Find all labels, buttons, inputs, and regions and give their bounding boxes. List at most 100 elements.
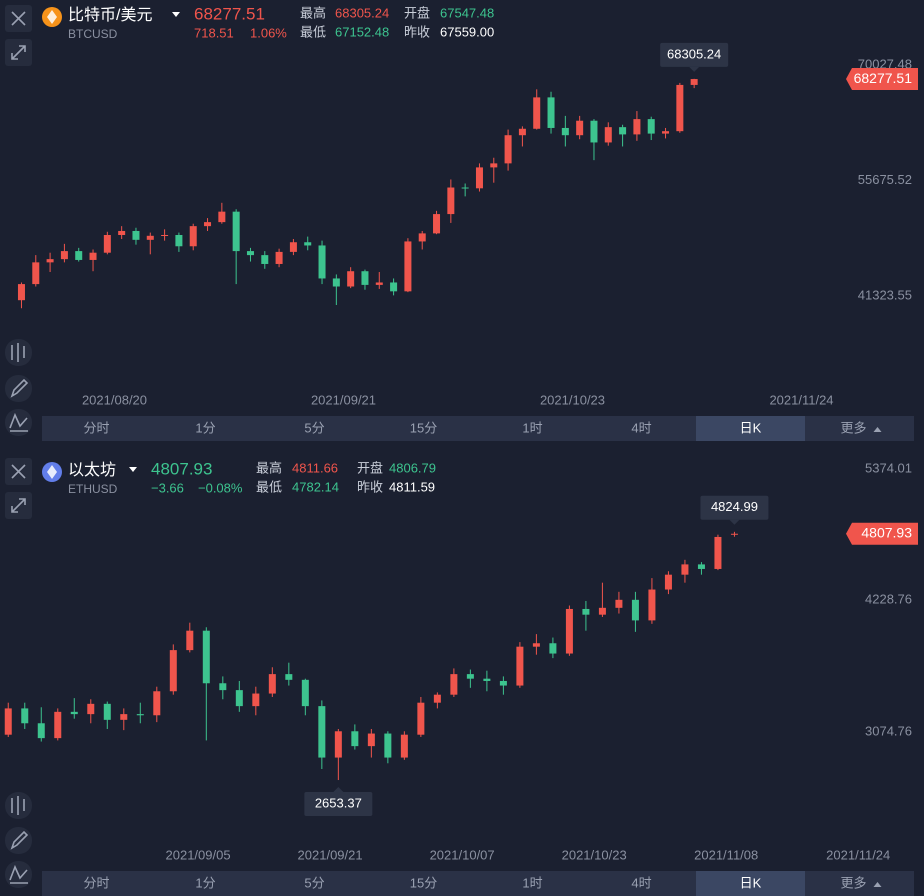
candle-body [690,79,698,85]
candle-body [304,242,312,246]
candle-body [132,230,140,240]
timeframe-tab[interactable]: 1时 [522,875,542,890]
candle-body [17,284,25,301]
timeframe-tab[interactable]: 分时 [83,420,109,435]
candle-body [417,702,425,735]
candle-body [516,646,524,686]
timeframe-tab[interactable]: 5分 [304,875,324,890]
label: 最高 [256,460,282,475]
expand-button[interactable] [5,39,32,66]
candle-body [246,251,254,256]
candle-body [136,714,144,716]
last-price: 68277.51 [194,4,265,23]
candle-body [582,608,590,615]
annotation-pointer [729,519,740,525]
candle-body [202,630,210,684]
candle-body [169,650,177,692]
candle-body [447,187,455,215]
timeframe-tab[interactable]: 日K [740,875,762,890]
timeframe-tab[interactable]: 1分 [195,420,215,435]
candle-body [232,211,240,252]
timeframe-tab[interactable]: 分时 [83,875,109,890]
timeframe-tab[interactable]: 日K [740,420,762,435]
candle-body [615,599,623,608]
draw-tool[interactable] [5,827,32,854]
label: 最高 [300,5,326,20]
last-price-tag-label: 68277.51 [854,70,913,86]
low-value: 4782.14 [292,479,339,494]
symbol-dropdown[interactable] [129,467,137,472]
label: 开盘 [404,5,430,20]
candle-body [103,703,111,720]
candle-body [301,679,309,707]
candle-body [87,703,95,715]
draw-tool[interactable] [5,375,32,402]
expand-button[interactable] [5,492,32,519]
candle-body [648,589,656,621]
candle-body [70,711,78,715]
chart-panel: 比特币/美元 BTCUSD 68277.51 718.51 1.06% 最高 68305.2… [17,4,918,441]
indicator-tool[interactable] [5,861,32,888]
timeframe-tab[interactable]: 5分 [304,420,324,435]
timeframe-tab[interactable]: 更多 [840,875,866,890]
annotation-label: 68305.24 [667,46,721,61]
candle-body [146,235,154,240]
open-value: 67547.48 [440,5,494,20]
x-tick-label: 2021/08/20 [82,392,147,407]
candle-body [404,241,412,292]
last-price: 4807.93 [151,459,212,478]
x-tick-label: 2021/09/21 [298,847,363,862]
candle-body [532,643,540,647]
candle-body [218,211,226,223]
timeframe-tab[interactable]: 1分 [195,875,215,890]
candle-body [289,242,297,252]
x-tick-label: 2021/10/23 [540,392,605,407]
candle-body [664,574,672,590]
close-button[interactable] [5,5,32,32]
timeframe-tab[interactable]: 15分 [410,875,437,890]
last-price-tag-label: 4807.93 [861,524,912,540]
timeframe-tab[interactable]: 15分 [410,420,437,435]
candle-body [4,708,12,735]
price-change: −3.66 [151,480,184,495]
y-tick-label: 55675.52 [858,172,912,187]
high-value: 4811.66 [292,460,338,475]
y-tick-label: 70027.48 [858,56,912,71]
timeframe-tab[interactable]: 更多 [840,420,866,435]
timeframe-tab[interactable]: 1时 [522,420,542,435]
candle-body [475,167,483,189]
candle-body [89,252,97,260]
annotation-box [700,495,769,520]
annotation-label: 2653.37 [315,795,362,810]
candle-body [450,674,458,695]
candle-body [647,119,655,134]
candle-body [347,271,355,287]
candle-body [285,674,293,680]
candle-body [189,226,197,247]
candle-body [186,630,194,651]
candle-body [219,683,227,691]
price-change-pct: −0.08% [198,480,243,495]
candle-body [161,234,169,236]
close-button[interactable] [5,458,32,485]
candle-tool[interactable] [5,339,32,366]
candle-body [318,245,326,279]
symbol-code: ETHUSD [68,482,118,496]
candle-body [433,214,441,234]
candle-body [153,691,161,716]
candle-body [714,536,722,569]
last-price-tag [846,68,918,91]
indicator-tool[interactable] [5,409,32,436]
symbol-dropdown[interactable] [172,12,180,17]
candle-body [120,714,128,720]
x-tick-label: 2021/09/05 [166,847,231,862]
candle-body [54,711,62,739]
candle-tool[interactable] [5,792,32,819]
candle-body [390,282,398,292]
timeframe-tab[interactable]: 4时 [631,420,651,435]
candle-body [361,271,369,285]
candle-body [590,120,598,143]
y-tick-label: 41323.55 [858,287,912,302]
timeframe-tab[interactable]: 4时 [631,875,651,890]
